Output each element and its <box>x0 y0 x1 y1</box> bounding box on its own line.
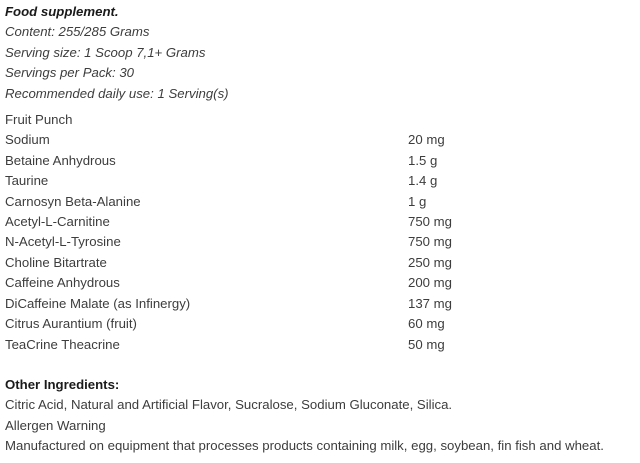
daily-use-line: Recommended daily use: 1 Serving(s) <box>5 85 229 101</box>
nutrient-amount: 200 mg <box>408 275 452 291</box>
flavor-amount <box>408 110 640 130</box>
nutrient-name: Carnosyn Beta-Alanine <box>5 193 141 209</box>
nutrient-table: Fruit Punch Sodium 20 mg Betaine Anhydro… <box>5 110 640 355</box>
flavor-name: Fruit Punch <box>5 112 73 128</box>
nutrient-name: Acetyl-L-Carnitine <box>5 214 110 230</box>
content-line: Content: 255/285 Grams <box>5 24 150 40</box>
nutrient-row: Choline Bitartrate 250 mg <box>5 253 640 273</box>
other-ingredients-section: Other Ingredients: Citric Acid, Natural … <box>5 375 640 457</box>
flavor-row: Fruit Punch <box>5 110 640 130</box>
other-ingredients-heading: Other Ingredients: <box>5 376 120 392</box>
nutrient-amount: 250 mg <box>408 254 452 270</box>
nutrient-amount: 60 mg <box>408 316 445 332</box>
other-ingredients-text: Citric Acid, Natural and Artificial Flav… <box>5 397 453 413</box>
nutrient-row: N-Acetyl-L-Tyrosine 750 mg <box>5 232 640 252</box>
nutrient-name: Citrus Aurantium (fruit) <box>5 316 137 332</box>
nutrient-name: Caffeine Anhydrous <box>5 275 120 291</box>
nutrient-row: Citrus Aurantium (fruit) 60 mg <box>5 314 640 334</box>
nutrient-name: Sodium <box>5 132 50 148</box>
nutrient-amount: 1.5 g <box>408 152 438 168</box>
nutrient-row: Sodium 20 mg <box>5 130 640 150</box>
nutrient-name: Betaine Anhydrous <box>5 152 116 168</box>
nutrient-amount: 1 g <box>408 193 427 209</box>
nutrient-name: DiCaffeine Malate (as Infinergy) <box>5 295 191 311</box>
nutrient-name: Choline Bitartrate <box>5 254 107 270</box>
serving-size-line: Serving size: 1 Scoop 7,1+ Grams <box>5 44 206 60</box>
nutrient-row: Acetyl-L-Carnitine 750 mg <box>5 212 640 232</box>
nutrient-row: Taurine 1.4 g <box>5 171 640 191</box>
nutrient-amount: 20 mg <box>408 132 445 148</box>
nutrient-row: DiCaffeine Malate (as Infinergy) 137 mg <box>5 294 640 314</box>
nutrient-amount: 1.4 g <box>408 173 438 189</box>
allergen-warning-text: Manufactured on equipment that processes… <box>5 438 604 454</box>
nutrient-name: N-Acetyl-L-Tyrosine <box>5 234 121 250</box>
allergen-warning-heading: Allergen Warning <box>5 417 106 433</box>
nutrient-amount: 750 mg <box>408 234 452 250</box>
nutrient-row: TeaCrine Theacrine 50 mg <box>5 335 640 355</box>
nutrient-name: TeaCrine Theacrine <box>5 336 120 352</box>
nutrient-amount: 137 mg <box>408 295 452 311</box>
nutrient-amount: 50 mg <box>408 336 445 352</box>
nutrient-row: Caffeine Anhydrous 200 mg <box>5 273 640 293</box>
nutrient-amount: 750 mg <box>408 214 452 230</box>
supplement-header: Food supplement. Content: 255/285 Grams … <box>5 2 640 104</box>
servings-per-pack-line: Servings per Pack: 30 <box>5 65 135 81</box>
section-divider <box>5 355 640 375</box>
nutrient-name: Taurine <box>5 173 49 189</box>
panel-title: Food supplement. <box>5 4 119 19</box>
nutrient-row: Carnosyn Beta-Alanine 1 g <box>5 192 640 212</box>
nutrient-row: Betaine Anhydrous 1.5 g <box>5 151 640 171</box>
